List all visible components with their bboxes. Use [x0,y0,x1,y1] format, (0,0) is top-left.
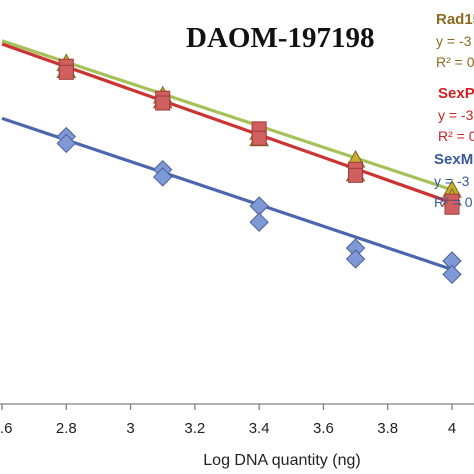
data-point [249,196,269,216]
legend-r-squared: R² = 0 [438,128,474,144]
data-point [56,133,76,154]
data-point [153,167,173,187]
series-sexm [1,116,462,285]
legend-equation: y = -3 [438,107,474,123]
series-layer [1,39,462,285]
chart-title: DAOM-197198 [186,22,374,54]
x-tick-label: 3.2 [184,420,205,437]
x-tick-label: 3.4 [249,420,270,437]
x-tick-label: 4 [448,420,456,437]
data-point [345,249,366,269]
data-point [58,64,74,80]
trendline-sexp [1,42,453,205]
data-point [155,95,171,111]
legend-name-rad15: Rad15 [436,11,474,28]
trendline-rad15 [1,39,453,192]
legend-equation: y = -3 [434,173,470,189]
legend-name-sexm: SexM [434,151,473,168]
legend-name-sexp: SexP [438,85,474,102]
data-point [251,130,267,146]
trendline-sexm [1,116,453,271]
x-tick-label: 3.8 [377,420,398,437]
x-tick-label: 2.6 [0,420,12,437]
legend-r-squared: R² = 0 [436,54,474,70]
x-ticks: 2.6 2.8 3 3.2 3.4 3.6 3.8 4 [0,404,456,437]
legend: Rad15 y = -3 R² = 0 SexP y = -3 R² = 0 SexM y =… [434,11,474,210]
x-tick-label: 3 [126,420,134,437]
x-axis-title: Log DNA quantity (ng) [203,452,360,469]
data-point [249,212,269,232]
data-point [444,199,460,215]
data-point [348,167,364,183]
data-point [442,264,462,285]
legend-equation: y = -3 [436,33,472,49]
x-tick-label: 3.6 [313,420,334,437]
series-sexp [1,42,460,215]
legend-r-squared: R² = 0 [434,194,473,210]
x-tick-label: 2.8 [56,420,77,437]
